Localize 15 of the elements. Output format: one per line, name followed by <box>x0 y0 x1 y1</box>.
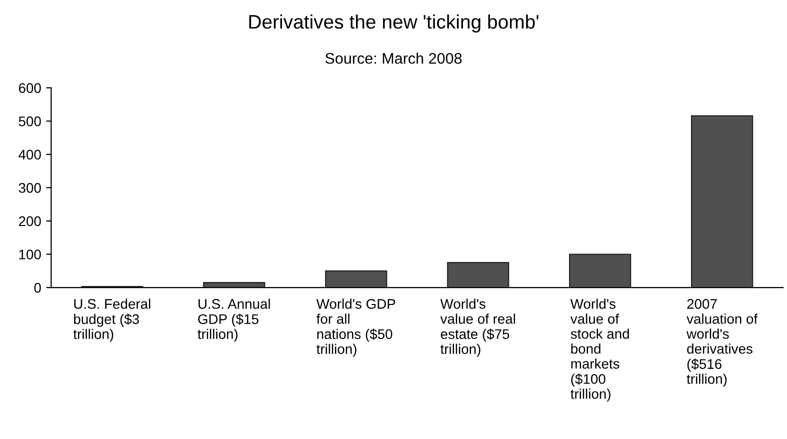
x-tick-label: World's GDP for all nations ($50 trillion) <box>316 298 396 357</box>
x-tick-label: World's value of stock and bond markets ($100 trillion) <box>570 298 629 402</box>
x-tick-label: U.S. Annual GDP ($15 trillion) <box>198 298 270 342</box>
y-tick-label: 500 <box>18 116 41 126</box>
y-tick-label: 300 <box>18 183 41 193</box>
chart-title: Derivatives the new 'ticking bomb' <box>249 14 538 33</box>
y-tick-label: 200 <box>18 216 41 226</box>
y-tick-label: 600 <box>18 83 41 93</box>
y-tick-label: 400 <box>18 150 41 160</box>
x-tick-label: U.S. Federal budget ($3 trillion) <box>73 298 150 342</box>
x-tick-label: World's value of real estate ($75 trillion) <box>440 298 516 357</box>
x-tick-label: 2007 valuation of world's derivatives ($516 trillion) <box>686 299 758 387</box>
y-tick-label: 100 <box>19 250 41 260</box>
chart-subtitle: Source: March 2008 <box>325 52 462 64</box>
y-tick-label: 0 <box>34 282 41 293</box>
